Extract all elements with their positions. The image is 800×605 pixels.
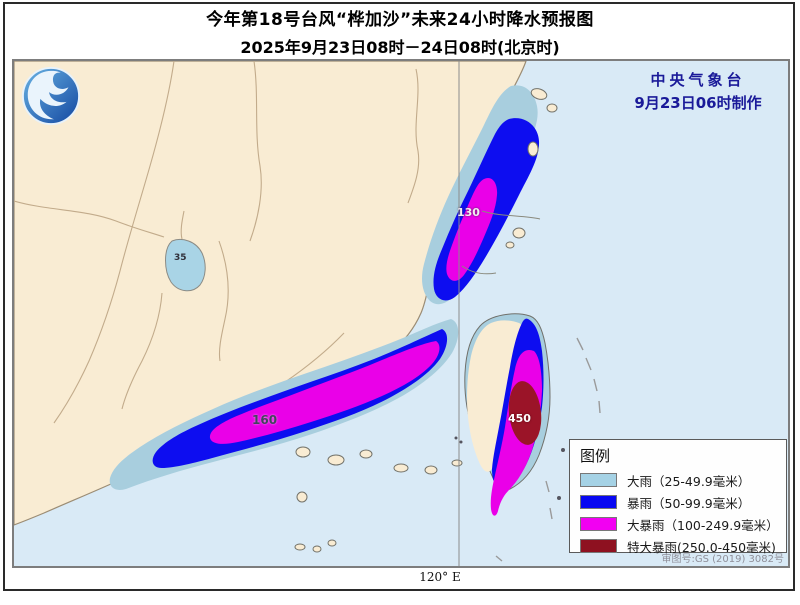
title-line2: 2025年9月23日08时－24日08时(北京时) [240,38,560,57]
taiwan-island [464,313,551,516]
longitude-tick-label: 120° E [419,570,461,584]
cma-logo [20,65,82,127]
legend-row-extreme-rainstorm: 特大暴雨(250.0-450毫米) [580,535,778,557]
legend-row-rainstorm: 暴雨（50-99.9毫米） [580,491,778,513]
small-islets [454,436,565,500]
rainstorm-swatch [580,495,617,509]
issuing-agency: 中央气象台 9月23日06时制作 [610,69,786,113]
north-max-value-label: 130 [457,206,480,219]
coast-detail-lines [461,210,541,275]
south-max-value-label: 160 [252,413,278,427]
taiwan-extreme-rainstorm-zone [508,381,542,445]
province-borders [14,61,420,424]
agency-name: 中央气象台 [650,71,746,89]
south-heavy-rainstorm-zone [209,341,440,444]
heavy-rain-label: 大雨（25-49.9毫米） [627,473,751,489]
page-title: 今年第18号台风“桦加沙”未来24小时降水预报图 2025年9月23日08时－2… [0,5,800,58]
rainstorm-label: 暴雨（50-99.9毫米） [627,495,751,511]
lake-value-label: 35 [174,253,187,263]
heavy-rainstorm-swatch [580,517,617,531]
taiwan-no-warning-zone [467,320,522,472]
legend-box: 图例 大雨（25-49.9毫米） 暴雨（50-99.9毫米） 大暴雨（100-2… [569,439,787,555]
coastal-islands [294,446,463,553]
basemap-svg [14,61,788,566]
legend-row-heavy-rainstorm: 大暴雨（100-249.9毫米） [580,513,779,535]
title-line1: 今年第18号台风“桦加沙”未来24小时降水预报图 [206,10,594,30]
zhoushan-islands [505,88,558,249]
cma-logo-icon [21,66,81,126]
extreme-rainstorm-swatch [580,539,617,553]
rain-band-south [109,319,463,553]
dashed-boundary-marks [495,337,601,562]
map-license-number: 审图号:GS (2019) 3082号 [661,554,784,565]
precipitation-map: 中央气象台 9月23日06时制作 130 160 450 35 图例 大雨（25… [12,59,790,568]
heavy-rain-swatch [580,473,617,487]
extreme-rainstorm-label: 特大暴雨(250.0-450毫米) [627,539,776,555]
legend-row-heavy-rain: 大雨（25-49.9毫米） [580,469,778,491]
heavy-rainstorm-label: 大暴雨（100-249.9毫米） [627,517,779,533]
legend-title: 图例 [580,447,611,465]
issue-time: 9月23日06时制作 [634,94,762,112]
poyang-lake [165,239,206,292]
taiwan-max-value-label: 450 [508,412,531,425]
